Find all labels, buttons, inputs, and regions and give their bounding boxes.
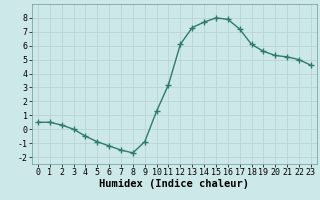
X-axis label: Humidex (Indice chaleur): Humidex (Indice chaleur) <box>100 179 249 189</box>
